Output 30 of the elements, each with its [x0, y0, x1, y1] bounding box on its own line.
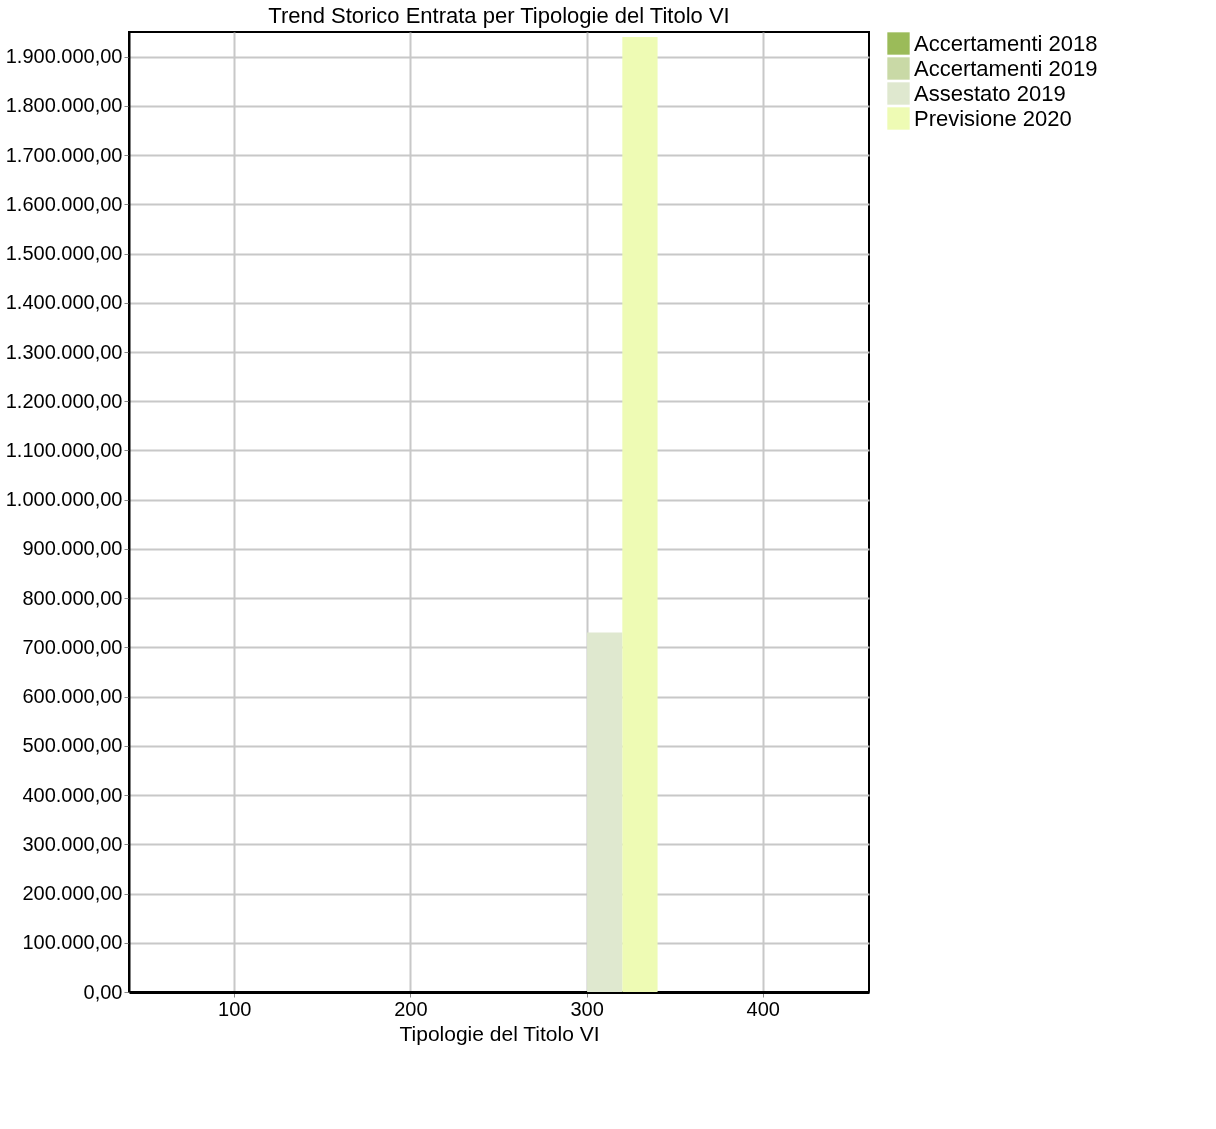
- y-tick-label: 1.500.000,00: [5, 242, 123, 265]
- legend-label: Assestato 2019: [914, 80, 1066, 106]
- x-tick-label: 100: [218, 997, 252, 1020]
- y-tick-label: 0,00: [83, 980, 123, 1003]
- y-tick-label: 1.600.000,00: [5, 192, 123, 215]
- y-tick-label: 800.000,00: [22, 586, 123, 609]
- y-tick-label: 1.100.000,00: [5, 438, 123, 461]
- legend-label: Previsione 2020: [914, 105, 1072, 131]
- y-tick-label: 400.000,00: [22, 783, 123, 806]
- chart-title: Trend Storico Entrata per Tipologie del Titolo VI: [268, 3, 730, 28]
- y-tick-label: 1.200.000,00: [5, 389, 123, 412]
- y-tick-label: 500.000,00: [22, 734, 123, 757]
- legend-label: Accertamenti 2019: [914, 55, 1098, 81]
- x-axis-title: Tipologie del Titolo VI: [399, 1021, 600, 1045]
- y-tick-label: 600.000,00: [22, 685, 123, 708]
- y-tick-label: 1.900.000,00: [5, 45, 123, 68]
- y-tick-label: 100.000,00: [22, 931, 123, 954]
- x-tick-label: 400: [746, 997, 780, 1020]
- y-tick-label: 1.700.000,00: [5, 143, 123, 166]
- legend-label: Accertamenti 2018: [914, 30, 1098, 56]
- y-tick-label: 1.000.000,00: [5, 488, 123, 511]
- y-tick-label: 200.000,00: [22, 882, 123, 905]
- x-tick-label: 300: [570, 997, 604, 1020]
- y-tick-label: 300.000,00: [22, 832, 123, 855]
- y-tick-label: 1.800.000,00: [5, 94, 123, 117]
- y-tick-label: 900.000,00: [22, 537, 123, 560]
- y-tick-label: 1.400.000,00: [5, 291, 123, 314]
- y-tick-label: 700.000,00: [22, 635, 123, 658]
- y-tick-label: 1.300.000,00: [5, 340, 123, 363]
- x-tick-label: 200: [394, 997, 428, 1020]
